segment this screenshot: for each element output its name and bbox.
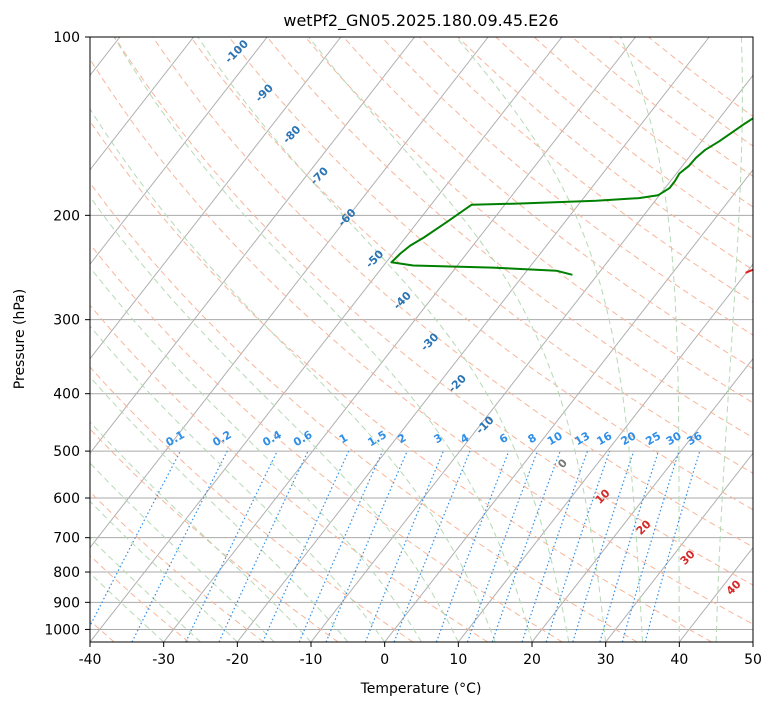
y-tick-label: 100 (53, 30, 80, 46)
moist-adiabat-line (753, 37, 775, 642)
x-tick-label: 10 (449, 652, 467, 668)
x-axis-title: Temperature (°C) (360, 681, 482, 697)
y-tick-label: 1000 (44, 622, 80, 638)
x-tick-label: -20 (226, 652, 249, 668)
x-tick-label: 30 (597, 652, 615, 668)
y-tick-label: 900 (53, 595, 80, 611)
y-tick-label: 300 (53, 313, 80, 329)
y-tick-label: 800 (53, 565, 80, 581)
chart-title: wetPf2_GN05.2025.180.09.45.E26 (283, 11, 558, 31)
x-tick-label: 0 (380, 652, 389, 668)
y-tick-label: 400 (53, 387, 80, 403)
plot-background (90, 37, 753, 642)
isotherm-line (753, 37, 775, 642)
y-tick-label: 700 (53, 531, 80, 547)
y-tick-label: 200 (53, 208, 80, 224)
y-tick-label: 600 (53, 491, 80, 507)
x-tick-label: 50 (744, 652, 762, 668)
x-tick-label: -30 (152, 652, 175, 668)
y-tick-label: 500 (53, 444, 80, 460)
y-axis-title: Pressure (hPa) (12, 289, 28, 389)
x-tick-label: -40 (79, 652, 102, 668)
x-tick-label: -10 (300, 652, 323, 668)
x-tick-label: 20 (523, 652, 541, 668)
x-tick-label: 40 (670, 652, 688, 668)
